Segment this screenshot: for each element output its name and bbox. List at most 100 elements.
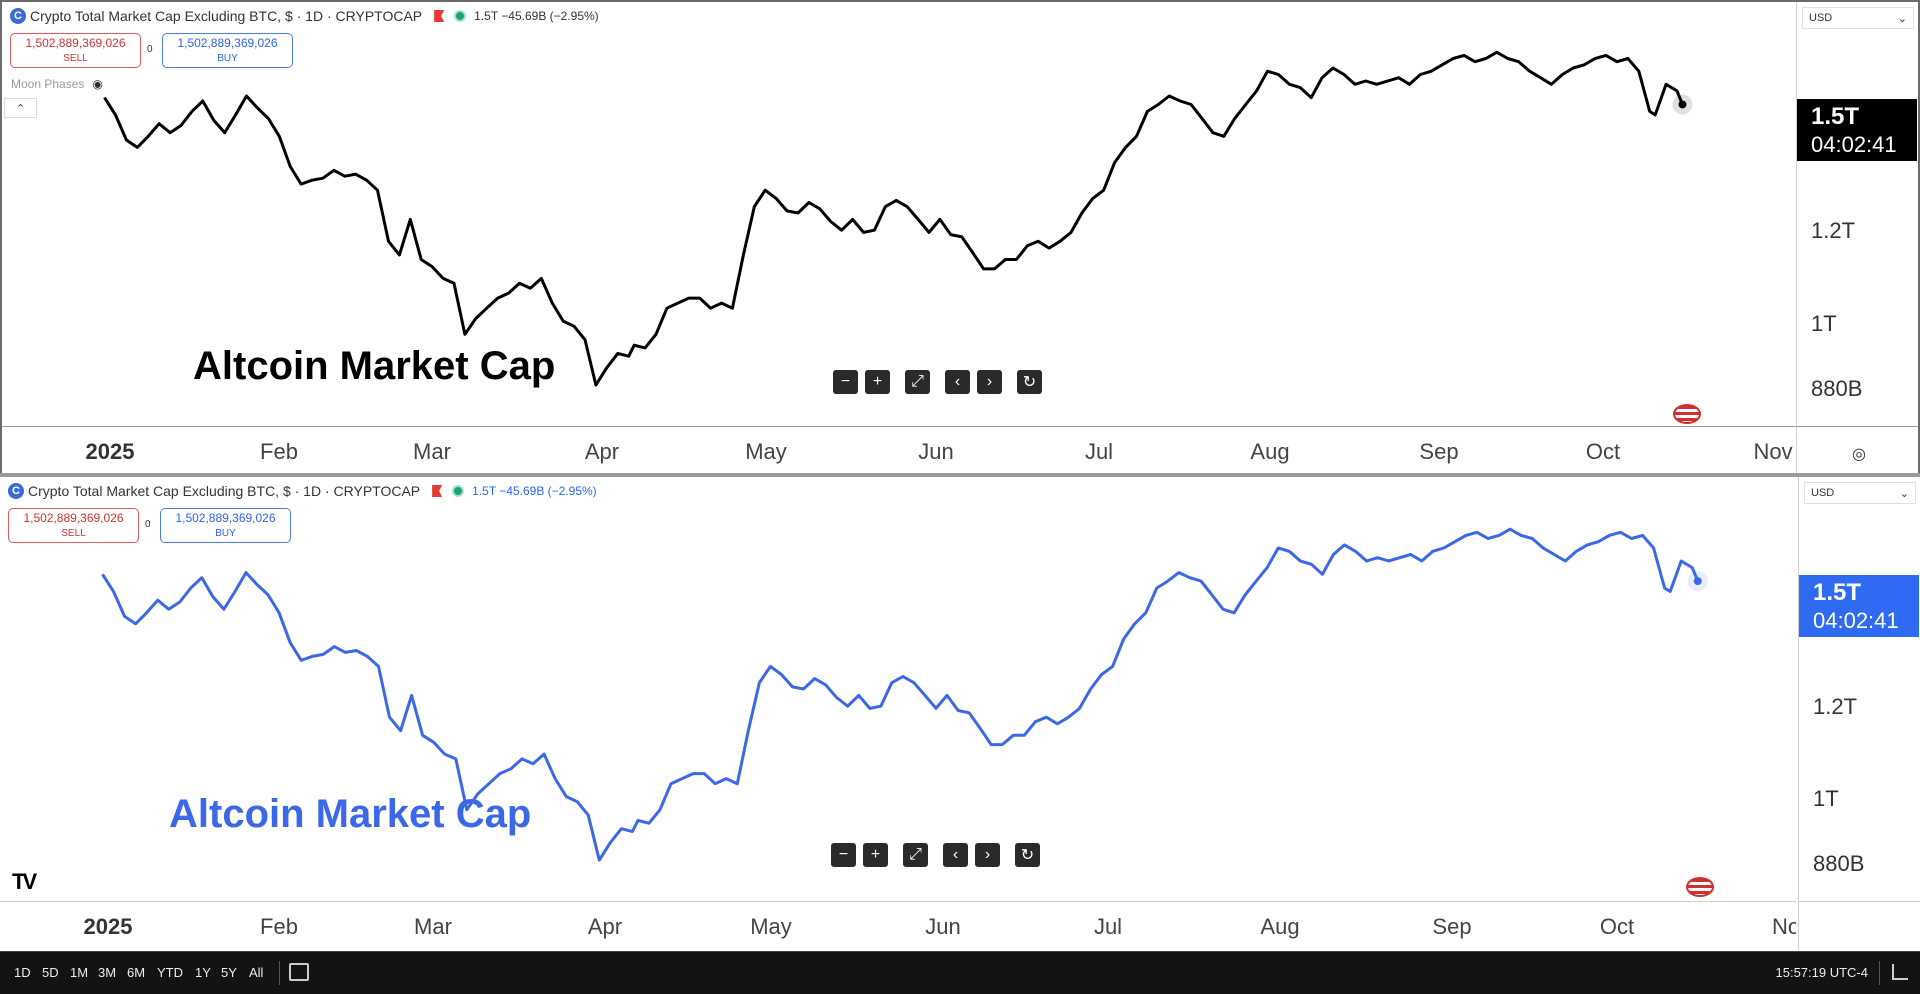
bottom-toolbar: 1D 5D 1M 3M 6M YTD 1Y 5Y All 15:57:19 UT… (0, 951, 1920, 994)
axis-corner[interactable]: ◎ (1796, 426, 1918, 475)
buy-label: BUY (215, 528, 236, 539)
price-line-chart (103, 50, 1693, 387)
series-title: Altcoin Market Cap (193, 344, 556, 388)
symbol-name[interactable]: Crypto Total Market Cap Excluding BTC, $… (28, 483, 421, 499)
price-tick: 1T (1813, 786, 1839, 811)
reset-icon[interactable]: ↻ (1017, 370, 1042, 394)
buy-button[interactable]: 1,502,889,369,026 BUY (160, 508, 291, 543)
last-point (1693, 577, 1702, 586)
expand-icon[interactable] (1892, 964, 1908, 980)
time-tick: Feb (260, 439, 298, 464)
market-status-icon (452, 485, 465, 497)
bar-countdown: 04:02:41 (1813, 608, 1899, 633)
fullscreen-icon[interactable]: ⤢ (903, 843, 928, 867)
market-status-icon (454, 10, 467, 22)
time-tick: May (745, 439, 787, 464)
time-axis[interactable]: 2025 Feb Mar Apr May Jun Jul Aug Sep Oct… (2, 426, 1798, 475)
chevron-left-icon[interactable]: ‹ (945, 370, 970, 394)
minus-icon[interactable]: − (833, 370, 858, 394)
time-tick: Mar (413, 439, 451, 464)
timeframe-1d[interactable]: 1D (14, 965, 31, 980)
symbol-name[interactable]: Crypto Total Market Cap Excluding BTC, $… (30, 8, 423, 24)
plot-area[interactable]: C Crypto Total Market Cap Excluding BTC,… (2, 2, 1798, 426)
us-flag-icon[interactable] (1686, 877, 1714, 897)
chart-pane-bottom[interactable]: C Crypto Total Market Cap Excluding BTC,… (0, 477, 1920, 950)
collapse-legend-button[interactable]: ⌃ (4, 98, 37, 118)
plus-icon[interactable]: + (865, 370, 890, 394)
price-tick: 1.2T (1811, 218, 1856, 243)
buy-label: BUY (217, 53, 238, 64)
chevron-down-icon: ⌄ (1899, 488, 1909, 500)
toolbar-separator (1879, 961, 1880, 985)
minus-icon[interactable]: − (831, 843, 856, 867)
time-tick: Feb (260, 914, 298, 939)
flag-icon[interactable] (432, 485, 443, 497)
time-tick: Jun (918, 439, 954, 464)
calendar-icon[interactable] (289, 963, 309, 981)
currency-label: USD (1809, 12, 1833, 24)
spread-value: 0 (145, 519, 151, 530)
price-axis[interactable]: USD ⌄ 1.5T 04:02:41 1.2T 1T 880B (1796, 2, 1918, 426)
tradingview-logo-icon[interactable]: TV (12, 869, 37, 894)
timeframe-1y[interactable]: 1Y (195, 965, 211, 980)
us-flag-icon[interactable] (1673, 404, 1701, 424)
price-axis[interactable]: USD ⌄ 1.5T 04:02:41 1.2T 1T 880B (1798, 477, 1920, 901)
series-line (101, 527, 1700, 862)
time-tick: Oct (1585, 439, 1621, 464)
timeframe-1m[interactable]: 1M (70, 965, 89, 980)
price-line-chart (101, 527, 1708, 862)
chevron-right-icon[interactable]: › (977, 370, 1002, 394)
timeframe-5y[interactable]: 5Y (221, 965, 237, 980)
timeframe-3m[interactable]: 3M (98, 965, 117, 980)
eye-hidden-icon[interactable]: ◉ (92, 77, 103, 91)
sell-button[interactable]: 1,502,889,369,026 SELL (10, 33, 141, 68)
chevron-up-icon: ⌃ (15, 102, 26, 115)
chevron-right-icon[interactable]: › (975, 843, 1000, 867)
timeframe-5d[interactable]: 5D (42, 965, 59, 980)
zoom-toolbar: − + ⤢ ‹ › ↻ (833, 370, 1049, 394)
chevron-left-icon[interactable]: ‹ (943, 843, 968, 867)
last-price: 1.5T (1813, 579, 1862, 606)
reset-icon[interactable]: ↻ (1015, 843, 1040, 867)
pane-divider[interactable] (0, 473, 1920, 477)
timeframe-all[interactable]: All (249, 965, 264, 980)
symbol-legend: C Crypto Total Market Cap Excluding BTC,… (10, 8, 599, 24)
currency-label: USD (1811, 487, 1835, 499)
price-tick: 1T (1811, 311, 1837, 336)
currency-select[interactable]: USD ⌄ (1804, 482, 1916, 504)
time-tick: Nov (1753, 439, 1793, 464)
time-tick: 2025 (85, 439, 135, 464)
time-tick: Jul (1093, 914, 1123, 939)
clock[interactable]: 15:57:19 UTC-4 (1775, 965, 1869, 980)
timeframe-ytd[interactable]: YTD (157, 965, 183, 980)
time-tick: Sep (1419, 439, 1459, 464)
moon-phases-indicator[interactable]: Moon Phases ◉ (11, 77, 103, 91)
last-point (1678, 100, 1687, 109)
buy-button[interactable]: 1,502,889,369,026 BUY (162, 33, 293, 68)
chart-pane-top[interactable]: C Crypto Total Market Cap Excluding BTC,… (0, 0, 1920, 475)
fullscreen-icon[interactable]: ⤢ (905, 370, 930, 394)
time-tick: Apr (584, 439, 620, 464)
timeframe-6m[interactable]: 6M (127, 965, 146, 980)
time-tick: Oct (1599, 914, 1635, 939)
cryptocap-logo-icon: C (10, 8, 26, 24)
flag-icon[interactable] (434, 10, 445, 22)
settings-target-icon[interactable]: ◎ (1852, 446, 1866, 463)
time-tick: Aug (1260, 914, 1300, 939)
currency-select[interactable]: USD ⌄ (1802, 7, 1914, 29)
time-axis[interactable]: 2025 Feb Mar Apr May Jun Jul Aug Sep Oct… (0, 901, 1796, 950)
symbol-legend: C Crypto Total Market Cap Excluding BTC,… (8, 483, 597, 499)
last-price-label: 1.5T 04:02:41 (1797, 99, 1917, 161)
sell-value: 1,502,889,369,026 (25, 36, 126, 50)
plot-area[interactable]: C Crypto Total Market Cap Excluding BTC,… (0, 477, 1796, 901)
price-tick: 880B (1813, 851, 1865, 876)
time-tick: May (750, 914, 792, 939)
moon-phases-label: Moon Phases (11, 77, 85, 91)
sell-button[interactable]: 1,502,889,369,026 SELL (8, 508, 139, 543)
time-tick: Apr (587, 914, 623, 939)
last-price-label: 1.5T 04:02:41 (1799, 575, 1919, 637)
cryptocap-logo-icon: C (8, 483, 24, 499)
plus-icon[interactable]: + (863, 843, 888, 867)
buy-value: 1,502,889,369,026 (177, 36, 278, 50)
price-tick: 1.2T (1813, 694, 1858, 719)
